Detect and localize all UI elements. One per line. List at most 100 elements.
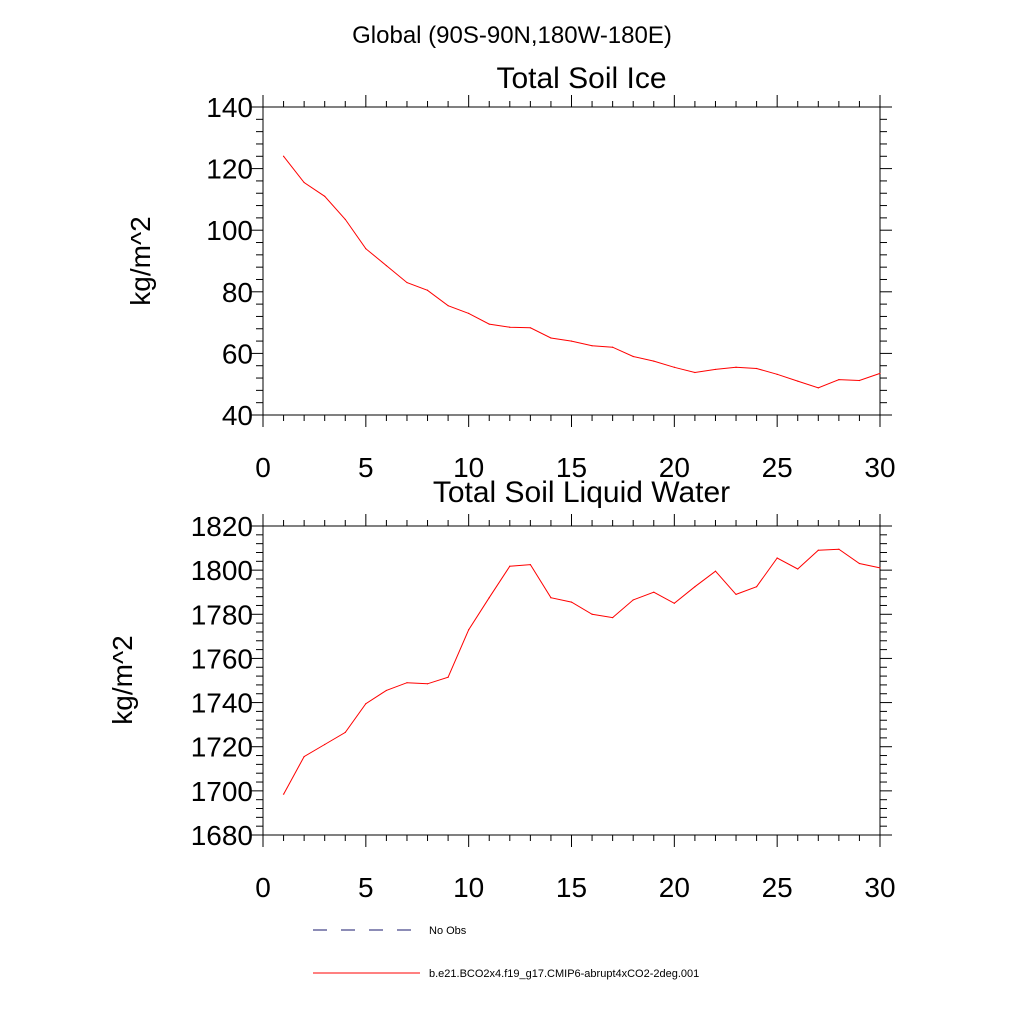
data-point [591,345,593,347]
data-point [324,195,326,197]
y-axis-label: kg/m^2 [125,216,156,305]
legend-label: No Obs [429,925,467,937]
x-tick-label: 10 [453,872,484,903]
data-point [653,591,655,593]
data-point [776,557,778,559]
y-tick-label: 1740 [191,688,253,719]
data-point [468,312,470,314]
plot-frame [262,106,881,416]
y-tick-label: 1700 [191,776,253,807]
data-point [735,593,737,596]
data-point [673,602,675,604]
legend: No Obs b.e21.BCO2x4.f19_g17.CMIP6-abrupt4… [313,925,699,980]
data-point [797,380,799,382]
y-tick-label: 1760 [191,643,253,674]
data-point [838,378,840,381]
x-tick-label: 30 [864,872,895,903]
data-point [632,599,634,601]
data-point [468,629,470,631]
chart-title: Total Soil Ice [496,62,666,95]
data-point [756,586,758,588]
x-tick-label: 10 [453,452,484,483]
data-point [550,337,552,339]
data-point [858,379,861,382]
legend-label: b.e21.BCO2x4.f19_g17.CMIP6-abrupt4xCO2-2… [429,968,699,980]
data-point [735,366,737,368]
data-point [426,683,429,685]
x-tick-label: 25 [762,872,793,903]
data-point [529,564,531,566]
data-point [776,373,778,375]
data-point [612,346,614,348]
data-point [447,305,449,307]
y-tick-label: 1820 [191,511,253,542]
y-axis-label: kg/m^2 [107,635,138,724]
x-tick-label: 25 [762,452,793,483]
page-title: Global (90S-90N,180W-180E) [352,22,672,49]
data-point [426,289,429,291]
data-point [694,371,696,374]
y-tick-label: 40 [222,400,253,431]
data-point [365,248,367,250]
data-point [406,281,408,284]
data-point [344,731,346,733]
x-tick-label: 15 [556,872,587,903]
y-tick-label: 1780 [191,599,253,630]
x-tick-label: 20 [659,452,690,483]
plot-frame [262,525,881,836]
x-tick-label: 5 [358,452,374,483]
data-point [879,372,881,375]
data-point [282,793,285,795]
x-tick-label: 30 [864,452,895,483]
data-point [632,355,634,358]
data-point [612,616,614,619]
data-point [344,218,346,221]
data-point [447,676,449,678]
x-tick-label: 0 [255,452,271,483]
x-tick-label: 15 [556,452,587,483]
data-point [570,340,573,342]
data-point [858,562,861,565]
x-tick-label: 5 [358,872,374,903]
data-point [303,181,305,184]
chart-title: Total Soil Liquid Water [433,476,730,509]
data-point [838,548,840,550]
data-point [797,568,799,570]
y-tick-label: 100 [206,215,253,246]
y-tick-label: 60 [222,338,253,369]
data-point [653,360,655,362]
y-tick-label: 140 [206,92,253,123]
series-line [283,548,881,795]
series-line [283,155,881,389]
data-point [570,601,573,603]
x-tick-label: 20 [659,872,690,903]
data-point [817,387,819,389]
x-tick-label: 0 [255,872,271,903]
data-point [591,613,593,615]
data-point [714,368,717,371]
soil-liquid-water-panel: Total Soil Liquid Water kg/m^2 0 5 10 15 20 25 3… [107,476,896,903]
data-point [879,567,881,569]
data-point [365,703,367,705]
y-tick-label: 120 [206,154,253,185]
data-point [385,689,387,692]
data-point [385,265,387,267]
y-tick-label: 1720 [191,732,253,763]
y-tick-label: 1680 [191,820,253,851]
data-point [488,597,490,599]
data-point [488,323,490,325]
data-point [817,549,819,551]
data-point [529,327,531,329]
data-point [714,570,717,572]
data-point [509,326,511,328]
data-point [509,565,511,567]
y-tick-label: 1800 [191,555,253,586]
data-point [673,366,675,368]
data-point [406,682,408,684]
data-point [550,597,552,599]
data-point [694,586,696,588]
data-point [282,155,285,157]
soil-ice-panel: Total Soil Ice kg/m^2 0 5 10 15 20 25 30 40 60 80 10… [125,62,896,483]
data-point [324,743,326,746]
